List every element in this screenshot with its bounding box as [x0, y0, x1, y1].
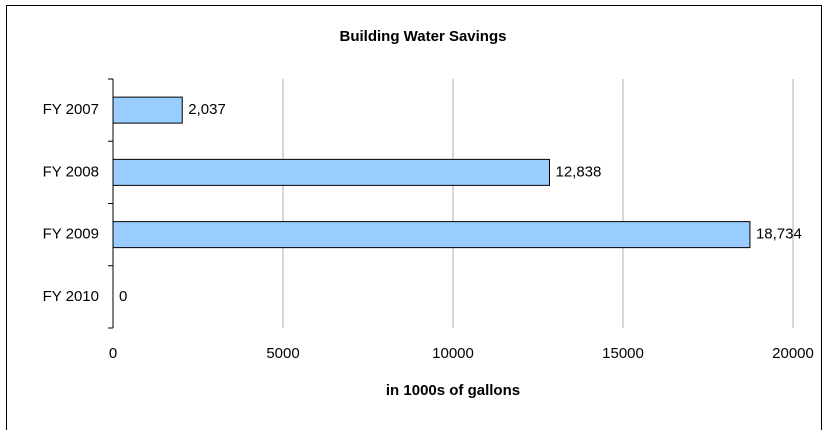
data-label: 12,838: [555, 163, 601, 180]
y-tick-label: FY 2007: [43, 101, 99, 118]
bar: [112, 158, 550, 186]
x-axis-label: in 1000s of gallons: [386, 382, 520, 399]
x-tick-label: 20000: [772, 345, 814, 362]
y-tick-label: FY 2008: [43, 163, 99, 180]
y-tick-label: FY 2009: [43, 226, 99, 243]
chart-border: [6, 5, 822, 430]
bar: [112, 221, 751, 249]
data-label: 2,037: [188, 101, 226, 118]
chart-title: Building Water Savings: [340, 28, 507, 45]
x-tick-label: 15000: [602, 345, 644, 362]
x-tick-label: 0: [109, 345, 117, 362]
bar: [112, 96, 183, 124]
y-tick-label: FY 2010: [43, 288, 99, 305]
x-tick-label: 10000: [432, 345, 474, 362]
data-label: 0: [119, 288, 127, 305]
x-tick-label: 5000: [266, 345, 299, 362]
data-label: 18,734: [756, 226, 802, 243]
